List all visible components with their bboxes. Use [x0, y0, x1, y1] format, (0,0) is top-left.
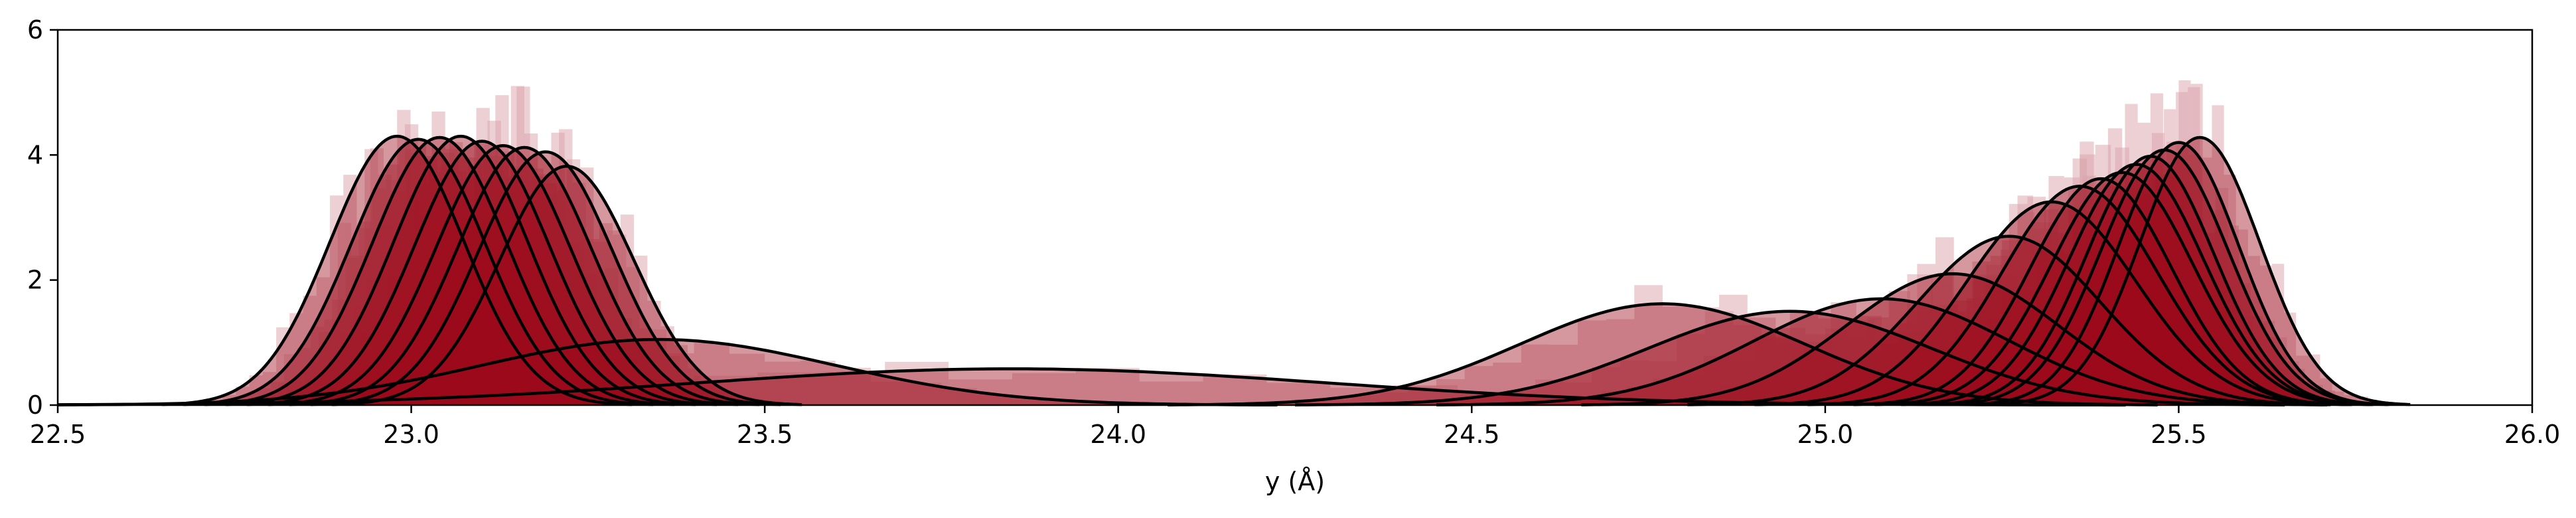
- density-area-0: [162, 136, 633, 405]
- density-area-9: [58, 339, 1278, 405]
- density-area-2: [204, 137, 675, 405]
- density-area-24: [1989, 137, 2411, 405]
- x-tick-label: 22.5: [30, 420, 86, 449]
- density-curve-8: [331, 165, 802, 406]
- histogram-bar: [2212, 105, 2224, 405]
- density-area-4: [246, 141, 718, 405]
- density-area-16: [1754, 202, 2349, 405]
- density-curve-19: [1874, 171, 2370, 406]
- density-curve-17: [1807, 185, 2352, 406]
- density-curve-7: [310, 150, 781, 406]
- histogram-bar: [1295, 399, 1324, 405]
- y-tick-label: 2: [27, 266, 43, 295]
- histogram-bar: [1075, 368, 1140, 405]
- histogram-bar: [2151, 245, 2164, 405]
- y-axis-ticks: 0 2 4 6: [27, 15, 58, 420]
- density-area-22: [1941, 149, 2387, 406]
- density-curve-2: [204, 135, 675, 406]
- x-tick-label: 24.5: [1444, 420, 1500, 449]
- histogram-bar: [1450, 397, 1479, 405]
- histogram-bar: [439, 398, 504, 405]
- y-tick-label: 0: [27, 390, 43, 420]
- plot-frame: [56, 29, 2534, 406]
- histogram-bar: [2019, 400, 2032, 405]
- histogram-bar: [1323, 399, 1352, 405]
- x-tick-label: 25.5: [2151, 420, 2207, 449]
- density-area-1: [183, 139, 654, 406]
- histogram-bar: [1862, 399, 1878, 405]
- density-area-5: [267, 145, 739, 405]
- density-curve-12: [1294, 309, 2285, 406]
- density-area-21: [1928, 156, 2374, 405]
- density-area-15: [1687, 236, 2331, 405]
- y-tick-label: 4: [27, 140, 43, 169]
- density-curve-layer: [57, 134, 2411, 407]
- density-curve-5: [267, 143, 739, 406]
- histogram-bar: [2139, 272, 2152, 405]
- x-axis-ticks: 22.5 23.0 23.5 24.0 24.5 25.0 25.5 26.0: [30, 405, 2561, 449]
- density-curve-9: [57, 337, 1278, 407]
- density-curve-20: [1901, 163, 2372, 406]
- density-curve-14: [1581, 272, 2324, 406]
- x-axis-label: y (Å): [1265, 467, 1325, 496]
- histogram-bar: [1576, 398, 1602, 405]
- density-curve-18: [1853, 177, 2349, 406]
- density-area-12: [1295, 311, 2285, 405]
- histogram-bar: [1139, 381, 1203, 405]
- histogram-bar: [2091, 342, 2104, 405]
- histogram-bar: [503, 396, 567, 405]
- density-area-11: [1168, 303, 2158, 405]
- density-area-23: [1968, 142, 2389, 405]
- histogram-bar: [2176, 92, 2188, 405]
- density-area-6: [289, 147, 760, 405]
- density-curve-23: [1968, 141, 2389, 406]
- x-tick-label: 23.0: [383, 420, 439, 449]
- density-area-17: [1807, 186, 2352, 405]
- density-area-14: [1581, 274, 2324, 405]
- histogram-bar: [1551, 399, 1576, 405]
- density-area-20: [1901, 164, 2372, 405]
- x-tick-label: 24.0: [1090, 420, 1146, 449]
- x-tick-label: 25.0: [1797, 420, 1854, 449]
- histogram-bar: [821, 371, 885, 405]
- density-curve-0: [162, 134, 633, 406]
- histogram-bar: [1203, 374, 1267, 405]
- histogram-bar: [1655, 402, 1677, 405]
- density-curve-15: [1687, 234, 2331, 406]
- density-area-7: [310, 151, 781, 405]
- density-area-3: [226, 136, 696, 405]
- density-curve-24: [1989, 135, 2411, 406]
- histogram-bar: [2127, 265, 2140, 405]
- density-area-13: [1436, 298, 2328, 405]
- x-tick-label: 26.0: [2504, 420, 2561, 449]
- histogram-bar: [376, 397, 440, 405]
- density-curve-1: [183, 137, 654, 406]
- x-tick-label: 23.5: [737, 420, 793, 449]
- histogram-bar: [1478, 397, 1507, 405]
- y-tick-label: 6: [27, 15, 43, 44]
